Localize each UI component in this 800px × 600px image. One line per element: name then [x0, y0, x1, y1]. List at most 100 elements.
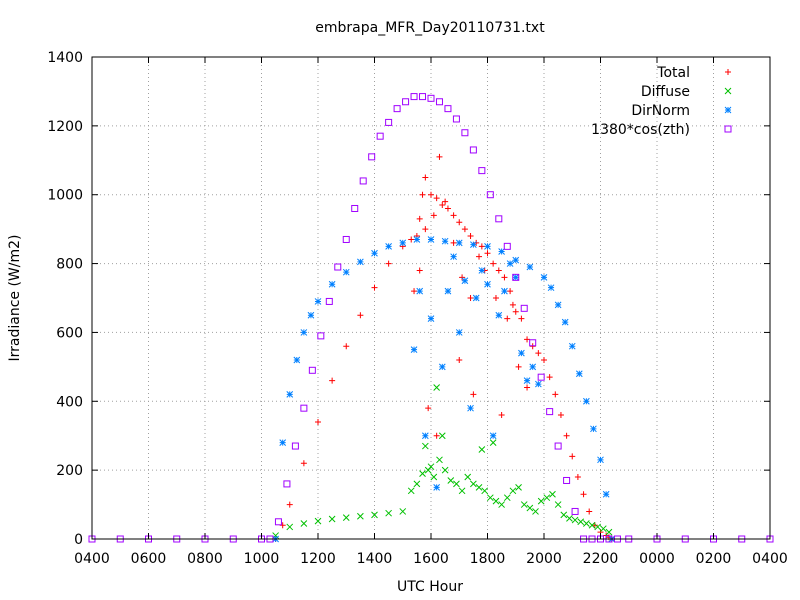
data-point	[274, 518, 282, 526]
data-point	[529, 363, 537, 371]
axis-ticks: 0400 0600 0800 1000 1200 1400 1600 1800 2000 2200…	[47, 50, 787, 567]
data-point	[286, 523, 294, 531]
data-point	[430, 473, 438, 481]
data-point	[489, 432, 497, 440]
data-point	[547, 284, 555, 292]
x-tick-label: 0800	[187, 551, 223, 567]
data-point	[498, 501, 505, 508]
data-point	[286, 391, 294, 398]
x-tick-label: 2000	[526, 551, 562, 567]
data-point	[524, 336, 531, 343]
data-point	[526, 504, 534, 512]
data-point	[425, 405, 432, 412]
x-tick-label: 1200	[300, 551, 336, 567]
data-point	[526, 263, 534, 271]
x-tick-label: 0200	[696, 551, 732, 567]
data-point	[314, 298, 322, 305]
data-point	[492, 295, 499, 301]
data-point	[498, 248, 505, 255]
data-point	[456, 356, 463, 363]
data-point	[512, 273, 520, 281]
data-point	[518, 315, 525, 322]
y-tick-label: 200	[56, 463, 83, 479]
data-point	[422, 226, 429, 233]
data-point	[599, 525, 607, 533]
data-point	[583, 397, 590, 405]
data-point	[535, 350, 542, 357]
data-point	[300, 520, 308, 527]
data-point	[315, 418, 321, 425]
data-point	[467, 233, 474, 240]
x-tick-label: 0000	[639, 551, 675, 567]
data-point	[540, 273, 548, 281]
data-point	[541, 356, 547, 363]
data-point	[583, 520, 590, 527]
grid	[92, 57, 770, 539]
data-point	[427, 236, 435, 243]
data-point	[385, 509, 392, 517]
data-point	[481, 487, 489, 495]
y-tick-label: 600	[56, 325, 83, 341]
data-point	[450, 239, 457, 246]
data-point	[532, 508, 539, 515]
data-point	[470, 241, 477, 248]
data-point	[590, 425, 597, 433]
data-point	[308, 366, 316, 374]
legend-marker	[724, 87, 732, 95]
data-point	[442, 198, 449, 205]
x-axis-label: UTC Hour	[397, 579, 463, 595]
data-point	[472, 294, 480, 302]
data-point	[357, 512, 364, 520]
data-point	[393, 105, 401, 113]
data-point	[484, 243, 491, 250]
data-point	[286, 501, 293, 508]
x-tick-label: 1000	[244, 551, 280, 567]
data-point	[554, 501, 562, 508]
data-point	[563, 432, 570, 439]
data-point	[419, 93, 427, 101]
data-point	[410, 346, 418, 353]
data-point	[456, 219, 463, 226]
legend: Total Diffuse DirNorm 1380*cos(zth)	[591, 65, 732, 138]
data-point	[461, 129, 469, 137]
data-point	[561, 318, 569, 326]
data-point	[520, 501, 528, 508]
data-point	[495, 311, 503, 319]
data-point	[416, 267, 423, 274]
data-point	[371, 284, 378, 291]
data-point	[419, 470, 426, 477]
y-tick-label: 1000	[47, 188, 83, 204]
data-point	[427, 94, 435, 102]
data-point	[291, 442, 299, 450]
data-point	[436, 456, 443, 464]
data-point	[518, 349, 525, 357]
data-point	[444, 105, 452, 113]
data-point	[368, 153, 376, 161]
data-point	[433, 484, 441, 491]
data-point	[399, 239, 407, 247]
data-point	[549, 490, 556, 498]
data-point	[569, 453, 576, 460]
legend-marker	[724, 125, 732, 133]
y-tick-label: 0	[74, 532, 83, 548]
legend-label: Total	[656, 65, 690, 81]
data-point	[433, 195, 440, 202]
data-point	[438, 432, 446, 440]
data-point	[334, 263, 342, 271]
data-point	[419, 191, 426, 198]
data-point	[441, 466, 449, 474]
data-point	[461, 226, 468, 233]
chart-title: embrapa_MFR_Day20110731.txt	[315, 20, 545, 36]
x-tick-label: 2200	[583, 551, 619, 567]
data-point	[307, 311, 315, 319]
data-point	[455, 239, 463, 247]
data-point	[520, 304, 528, 312]
data-point	[416, 287, 424, 295]
data-point	[501, 287, 508, 295]
data-point	[469, 146, 477, 154]
data-point	[523, 377, 531, 384]
legend-marker	[725, 69, 731, 75]
data-point	[436, 153, 443, 160]
data-point	[489, 439, 497, 446]
